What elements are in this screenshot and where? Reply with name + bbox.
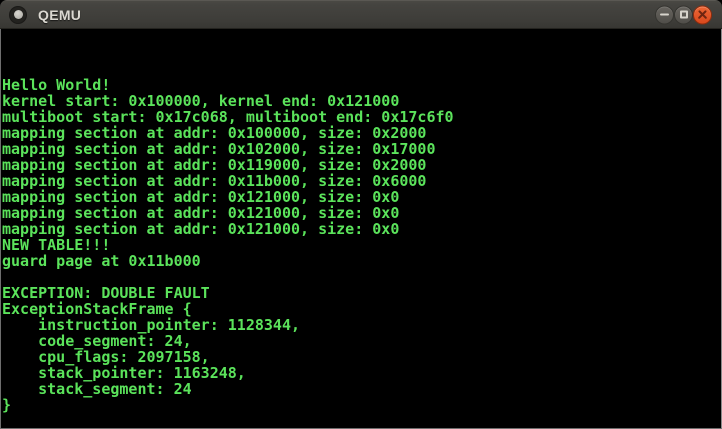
- maximize-icon: [679, 10, 688, 19]
- window-controls: [655, 5, 712, 24]
- console-output: Hello World! kernel start: 0x100000, ker…: [2, 76, 454, 414]
- minimize-button[interactable]: [655, 5, 674, 24]
- close-button[interactable]: [693, 5, 712, 24]
- close-icon: [697, 9, 708, 20]
- maximize-button[interactable]: [674, 5, 693, 24]
- qemu-app-icon-inner: [13, 10, 23, 19]
- qemu-app-icon[interactable]: [10, 6, 26, 23]
- terminal-display[interactable]: Hello World! kernel start: 0x100000, ker…: [0, 29, 722, 429]
- minimize-icon: [660, 13, 669, 16]
- titlebar[interactable]: QEMU: [0, 0, 722, 29]
- window-title: QEMU: [38, 6, 82, 23]
